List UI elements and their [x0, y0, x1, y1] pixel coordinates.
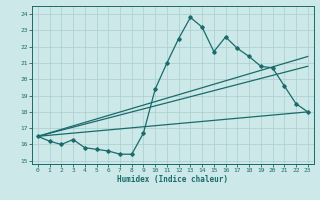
- X-axis label: Humidex (Indice chaleur): Humidex (Indice chaleur): [117, 175, 228, 184]
